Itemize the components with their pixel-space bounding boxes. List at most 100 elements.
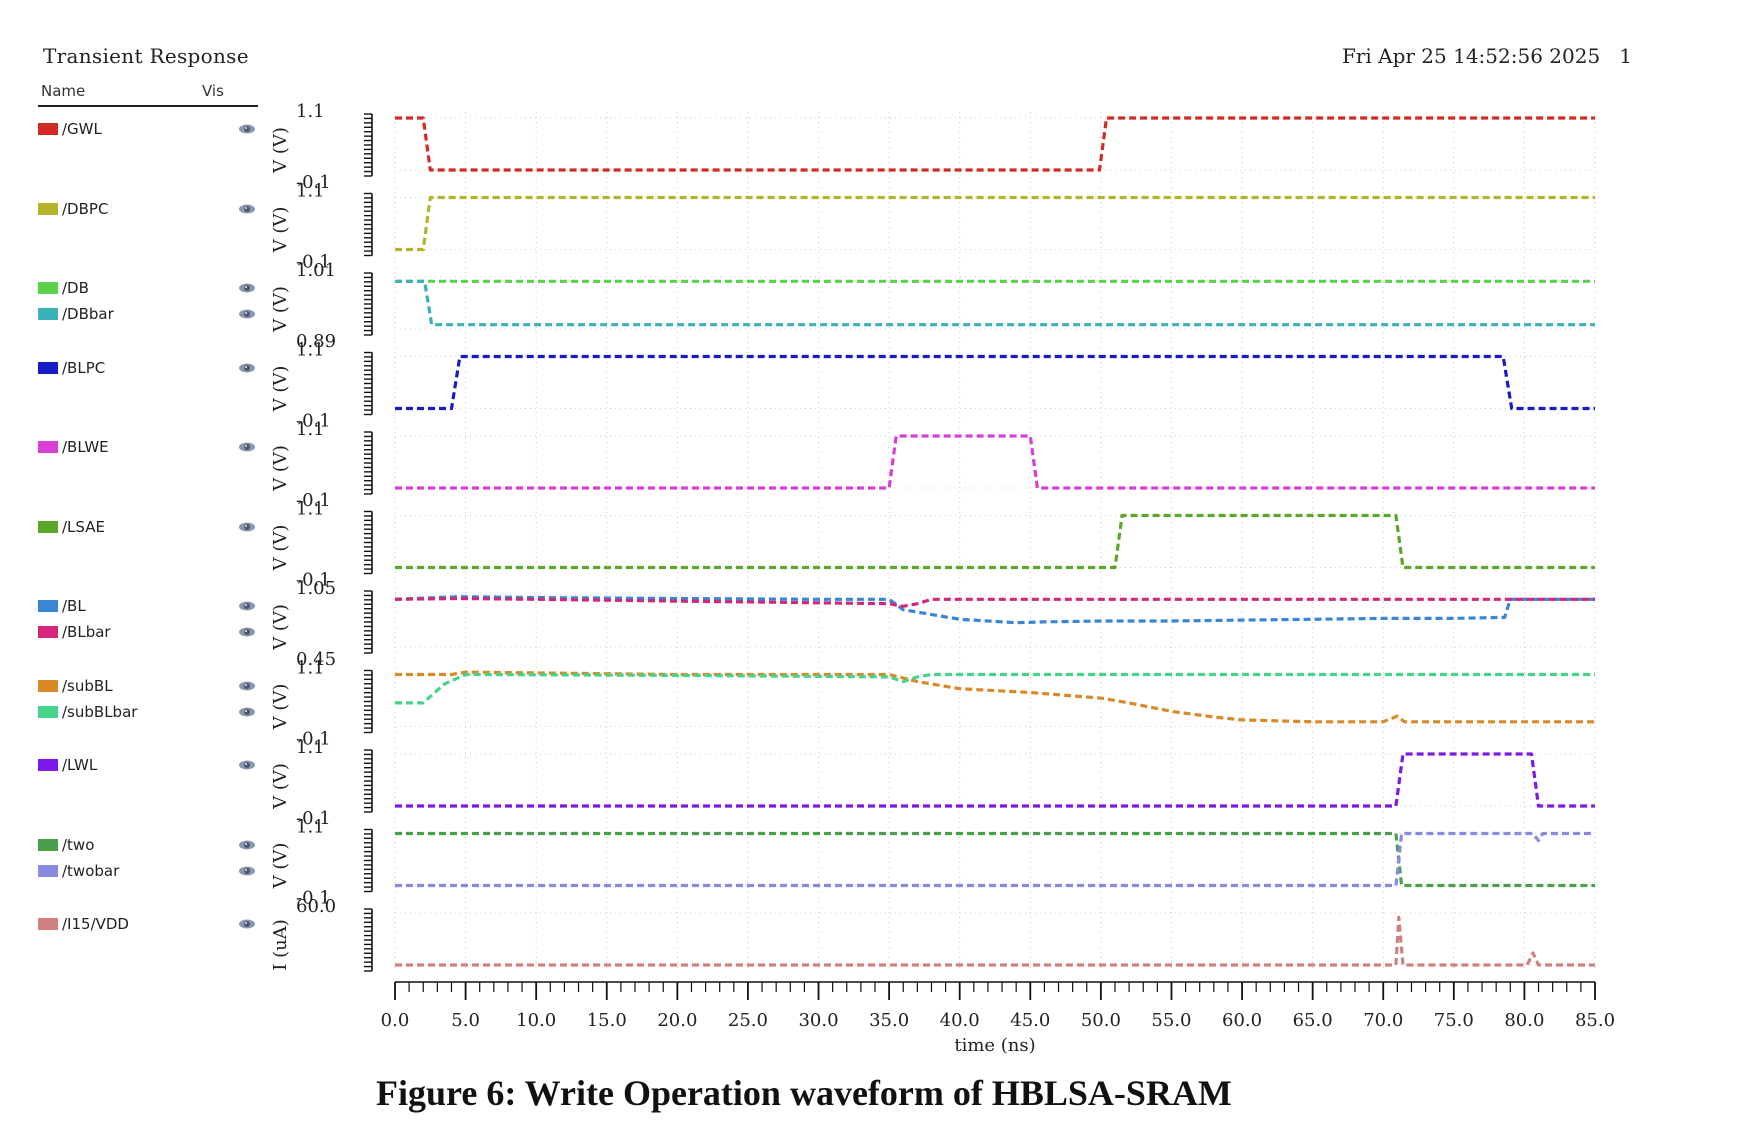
timestamp-text: Fri Apr 25 14:52:56 2025 (1341, 44, 1601, 68)
panel-7: 1.05 0.45V (V) (270, 578, 1595, 670)
eye-icon[interactable] (238, 120, 256, 138)
eye-icon[interactable] (238, 359, 256, 377)
color-swatch (38, 759, 58, 771)
x-tick-label: 20.0 (657, 1010, 697, 1031)
y-top-label: 1.01 (296, 260, 336, 281)
eye-icon[interactable] (238, 200, 256, 218)
legend-vis-header: Vis (202, 82, 224, 100)
signal-name: /twobar (62, 861, 120, 880)
x-tick-label: 50.0 (1081, 1010, 1121, 1031)
legend-item[interactable]: /subBLbar (38, 701, 255, 723)
trace-blpc (395, 354, 1595, 411)
y-axis-label: I (uA) (270, 919, 291, 970)
legend-item[interactable]: /BLbar (38, 621, 255, 643)
y-axis-label: V (V) (270, 366, 291, 413)
legend-item[interactable]: /BLWE (38, 436, 255, 458)
color-swatch (38, 441, 58, 453)
signal-name: /LSAE (62, 517, 105, 536)
panel-8: 1.1 -0.1V (V) (270, 658, 1595, 750)
trace-two (395, 831, 1595, 888)
y-bottom-label: 0.89 (296, 331, 336, 352)
y-top-label: 1.1 (296, 101, 325, 122)
trace-i15vdd (395, 915, 1595, 967)
legend-item[interactable]: /two (38, 834, 255, 856)
eye-icon[interactable] (238, 518, 256, 536)
trace-gwl (395, 116, 1595, 172)
y-bottom-label: -0.1 (296, 252, 331, 273)
color-swatch (38, 202, 58, 215)
trace-twobar (395, 831, 1595, 888)
legend-header-divider (38, 105, 258, 107)
panel-2: 1.1 -0.1V (V) (270, 181, 1595, 273)
y-axis-label: V (V) (270, 684, 291, 731)
x-tick-label: 75.0 (1434, 1010, 1474, 1031)
y-axis-label: V (V) (270, 207, 291, 254)
x-tick-label: 30.0 (798, 1010, 838, 1031)
legend-name-header: Name (41, 82, 86, 100)
eye-icon[interactable] (238, 438, 256, 456)
x-tick-label: 60.0 (1222, 1010, 1262, 1031)
eye-icon[interactable] (238, 677, 256, 695)
legend-item[interactable]: /I15/VDD (38, 913, 255, 935)
x-tick-label: 10.0 (516, 1010, 556, 1031)
panel-3: 1.01 0.89V (V) (270, 260, 1595, 352)
legend-item[interactable]: /subBL (38, 675, 255, 697)
color-swatch (38, 361, 58, 374)
legend-item[interactable]: /DBPC (38, 198, 255, 220)
legend-item[interactable]: /BL (38, 595, 255, 617)
signal-name: /BLWE (62, 438, 109, 456)
x-tick-label: 45.0 (1010, 1010, 1050, 1031)
legend-item[interactable]: /BLPC (38, 357, 255, 379)
y-top-label: 1.1 (296, 737, 325, 758)
eye-icon[interactable] (238, 305, 256, 323)
legend-item[interactable]: /GWL (38, 118, 255, 140)
eye-icon[interactable] (238, 756, 256, 774)
legend-item[interactable]: /twobar (38, 860, 255, 882)
panel-1: 1.1 -0.1V (V) (270, 101, 1595, 193)
trace-subblbar (395, 672, 1595, 705)
signal-name: /LWL (62, 756, 98, 774)
panel-11: 60.0I (uA) (270, 896, 1595, 972)
color-swatch (38, 520, 58, 533)
x-axis: 0.0 5.0 10.0 15.0 20.0 25.0 30.0 35.0 40.0 45.0 50… (381, 981, 1615, 1056)
x-tick-label: 0.0 (381, 1010, 410, 1031)
y-bottom-label: -0.1 (296, 729, 331, 750)
signal-name: /subBLbar (62, 702, 138, 721)
eye-icon[interactable] (238, 862, 256, 880)
trace-dbbar (395, 279, 1595, 327)
eye-icon[interactable] (238, 279, 256, 297)
eye-icon[interactable] (238, 703, 256, 721)
legend-item[interactable]: /LSAE (38, 516, 255, 538)
panel-10: 1.1 -0.1V (V) (270, 817, 1595, 909)
color-swatch (38, 282, 58, 294)
y-axis-label: V (V) (270, 525, 291, 572)
legend-item[interactable]: /LWL (38, 754, 255, 776)
eye-icon[interactable] (238, 836, 256, 854)
color-swatch (38, 600, 58, 612)
page-number: 1 (1619, 44, 1632, 68)
color-swatch (38, 705, 58, 718)
y-top-label: 1.1 (296, 181, 325, 202)
y-top-label: 1.1 (296, 817, 325, 838)
signal-name: /I15/VDD (62, 915, 129, 933)
color-swatch (38, 308, 58, 320)
eye-icon[interactable] (238, 597, 256, 615)
signal-name: /DBPC (62, 199, 109, 218)
eye-icon[interactable] (238, 915, 256, 933)
grid-lines (394, 112, 1596, 970)
panel-6: 1.1 -0.1V (V) (270, 499, 1595, 591)
signal-name: /DBbar (62, 305, 114, 323)
color-swatch (38, 123, 58, 135)
color-swatch (38, 679, 58, 692)
signal-name: /subBL (62, 676, 113, 695)
eye-icon[interactable] (238, 623, 256, 641)
legend-item[interactable]: /DB (38, 277, 255, 299)
y-axis-label: V (V) (270, 604, 291, 651)
y-top-label: 1.1 (296, 419, 325, 440)
color-swatch (38, 626, 58, 638)
x-tick-label: 65.0 (1293, 1010, 1333, 1031)
legend-item[interactable]: /DBbar (38, 303, 255, 325)
signal-name: /BLbar (62, 623, 111, 641)
x-tick-label: 35.0 (869, 1010, 909, 1031)
y-top-label: 1.1 (296, 499, 325, 520)
